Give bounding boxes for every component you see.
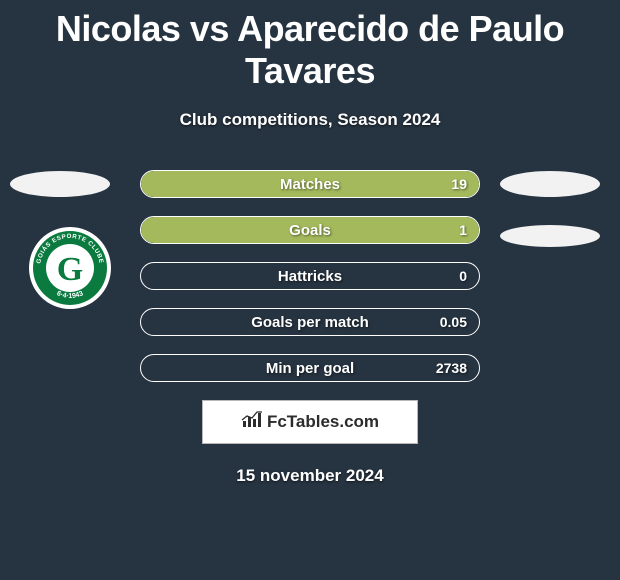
brand-text: FcTables.com	[267, 412, 379, 432]
stat-value: 19	[451, 171, 467, 197]
stat-label: Goals	[141, 217, 479, 243]
stat-value: 0.05	[440, 309, 467, 335]
stat-row: Goals per match 0.05	[140, 308, 480, 336]
player-left-placeholder	[10, 171, 110, 197]
stats-bars: Matches 19 Goals 1 Hattricks 0 Goals per…	[140, 170, 480, 382]
stat-value: 2738	[436, 355, 467, 381]
date-text: 15 november 2024	[0, 466, 620, 486]
stat-label: Goals per match	[141, 309, 479, 335]
chart-icon	[241, 411, 263, 434]
stat-row: Goals 1	[140, 216, 480, 244]
stat-row: Min per goal 2738	[140, 354, 480, 382]
comparison-content: G GOIÁS ESPORTE CLUBE 6·4·1943 Matches 1…	[0, 170, 620, 486]
svg-text:G: G	[57, 251, 83, 288]
stat-row: Matches 19	[140, 170, 480, 198]
brand-attribution: FcTables.com	[202, 400, 418, 444]
player-right-placeholder-1	[500, 171, 600, 197]
stat-value: 0	[459, 263, 467, 289]
stat-label: Matches	[141, 171, 479, 197]
stat-row: Hattricks 0	[140, 262, 480, 290]
stat-label: Hattricks	[141, 263, 479, 289]
page-subtitle: Club competitions, Season 2024	[0, 110, 620, 130]
stat-value: 1	[459, 217, 467, 243]
stat-label: Min per goal	[141, 355, 479, 381]
page-title: Nicolas vs Aparecido de Paulo Tavares	[0, 0, 620, 92]
player-right-placeholder-2	[500, 225, 600, 247]
club-badge-goias: G GOIÁS ESPORTE CLUBE 6·4·1943	[28, 226, 112, 310]
